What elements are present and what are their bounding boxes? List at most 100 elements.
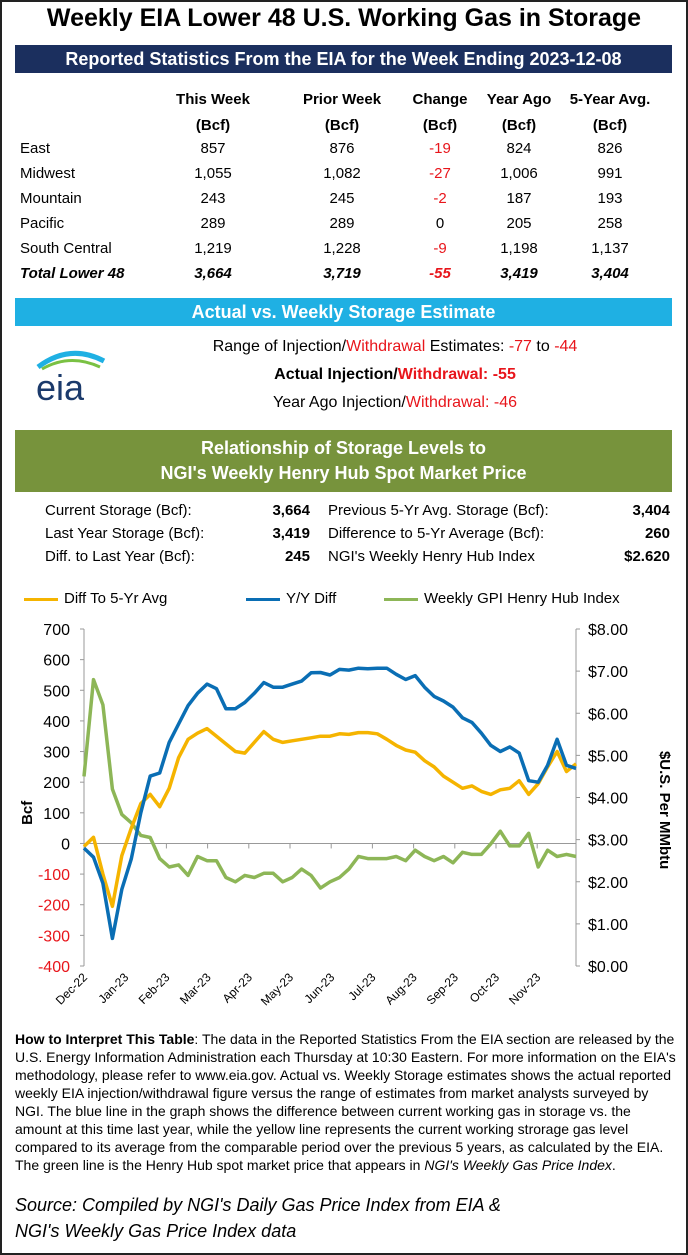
table-cell: 1,055 (194, 165, 232, 182)
table-cell: 876 (329, 140, 355, 157)
column-header: Year Ago (486, 91, 552, 108)
range-estimates: Range of Injection/Withdrawal Estimates:… (130, 338, 660, 356)
column-unit: (Bcf) (501, 117, 537, 134)
stat-value: 3,664 (272, 502, 310, 519)
x-tick-label: Aug-23 (382, 970, 419, 1007)
x-tick-label: Apr-23 (220, 970, 256, 1006)
y2-axis-label: $U.S. Per MMbtu (656, 751, 673, 869)
table-cell: -55 (429, 265, 451, 282)
relationship-line2: NGI's Weekly Henry Hub Spot Market Price (160, 463, 527, 483)
y2-tick-label: $2.00 (588, 875, 628, 892)
legend-swatch (24, 597, 58, 601)
actual-value: -55 (492, 366, 516, 383)
column-unit: (Bcf) (422, 117, 458, 134)
table-cell: 824 (506, 140, 532, 157)
actual-label: Actual Injection/ (274, 366, 398, 383)
table-cell: 187 (506, 190, 532, 207)
y-tick-label: -400 (38, 959, 70, 976)
series-line-2 (82, 677, 577, 890)
x-tick-label: May-23 (258, 970, 296, 1008)
legend-yy: Y/Y Diff (246, 590, 336, 607)
row-label: East (20, 140, 51, 157)
column-unit: (Bcf) (195, 117, 231, 134)
x-tick-label: Nov-23 (506, 970, 543, 1007)
y2-tick-label: $1.00 (588, 917, 628, 934)
year-ago-withdrawal: Year Ago Injection/Withdrawal: -46 (130, 394, 660, 412)
y-tick-label: 600 (43, 653, 70, 670)
table-cell: -2 (433, 190, 447, 207)
table-cell: -27 (429, 165, 451, 182)
relationship-line1: Relationship of Storage Levels to (200, 438, 487, 458)
stat-value: 260 (644, 525, 670, 542)
y-tick-label: 100 (43, 806, 70, 823)
table-cell: 0 (435, 215, 445, 232)
x-tick-label: Mar-23 (177, 970, 214, 1007)
table-cell: 1,137 (591, 240, 629, 257)
column-header: This Week (176, 91, 250, 108)
y2-tick-label: $4.00 (588, 791, 628, 808)
column-header: Prior Week (302, 91, 382, 108)
table-cell: 1,228 (323, 240, 361, 257)
table-cell: 193 (597, 190, 623, 207)
table-cell: -19 (429, 140, 451, 157)
source-note: Source: Compiled by NGI's Daily Gas Pric… (15, 1192, 501, 1244)
table-cell: 857 (200, 140, 226, 157)
y2-tick-label: $6.00 (588, 706, 628, 723)
range-high: -44 (554, 338, 578, 355)
ya-value: -46 (493, 394, 517, 411)
range-low: -77 (508, 338, 532, 355)
relationship-header: Relationship of Storage Levels to NGI's W… (15, 430, 672, 492)
table-cell: 1,006 (500, 165, 538, 182)
source-line1: Source: Compiled by NGI's Daily Gas Pric… (15, 1195, 501, 1215)
series-line-0 (82, 726, 578, 909)
y2-tick-label: $0.00 (588, 959, 628, 976)
table-cell: 243 (200, 190, 226, 207)
column-unit: (Bcf) (592, 117, 628, 134)
y-tick-label: -300 (38, 928, 70, 945)
legend-5yr: Diff To 5-Yr Avg (24, 590, 167, 607)
x-tick-label: Jul-23 (346, 970, 379, 1003)
range-mid: Estimates: (425, 338, 509, 355)
table-cell: 3,419 (500, 265, 538, 282)
y-tick-label: 0 (61, 836, 70, 853)
stat-label: Current Storage (Bcf): (45, 502, 192, 519)
table-cell: 245 (329, 190, 355, 207)
actual-withdrawal: Actual Injection/Withdrawal: -55 (130, 366, 660, 384)
row-label: South Central (20, 240, 112, 257)
table-cell: 289 (200, 215, 226, 232)
x-tick-label: Feb-23 (136, 970, 173, 1007)
note-text: : The data in the Reported Statistics Fr… (15, 1031, 676, 1173)
row-label: Total Lower 48 (20, 265, 125, 282)
stat-value: 3,404 (632, 502, 670, 519)
table-cell: -9 (433, 240, 447, 257)
y-tick-label: -100 (38, 867, 70, 884)
legend-gpi: Weekly GPI Henry Hub Index (384, 590, 620, 607)
stat-label: Previous 5-Yr Avg. Storage (Bcf): (328, 502, 549, 519)
stat-label: Difference to 5-Yr Average (Bcf): (328, 525, 545, 542)
table-cell: 1,219 (194, 240, 232, 257)
series-line-1 (82, 666, 577, 941)
subtitle-bar: Reported Statistics From the EIA for the… (15, 45, 672, 73)
y-tick-label: 400 (43, 714, 70, 731)
table-cell: 205 (506, 215, 532, 232)
column-header: Change (412, 91, 468, 108)
y-tick-label: 700 (43, 622, 70, 639)
y-axis-label: Bcf (19, 800, 36, 825)
y-tick-label: 200 (43, 775, 70, 792)
legend-swatch (246, 597, 280, 601)
y2-tick-label: $8.00 (588, 622, 628, 639)
range-to: to (531, 338, 555, 355)
column-header: 5-Year Avg. (569, 91, 651, 108)
table-cell: 1,082 (323, 165, 361, 182)
y2-tick-label: $5.00 (588, 748, 628, 765)
y-tick-label: 500 (43, 683, 70, 700)
row-label: Mountain (20, 190, 82, 207)
note-heading: How to Interpret This Table (15, 1031, 195, 1047)
y-tick-label: 300 (43, 745, 70, 762)
note-italic: NGI's Weekly Gas Price Index (424, 1157, 612, 1173)
stat-label: Last Year Storage (Bcf): (45, 525, 205, 542)
legend-label: Weekly GPI Henry Hub Index (424, 590, 620, 607)
stat-value: 3,419 (272, 525, 310, 542)
x-tick-label: Jan-23 (95, 970, 131, 1006)
table-cell: 289 (329, 215, 355, 232)
